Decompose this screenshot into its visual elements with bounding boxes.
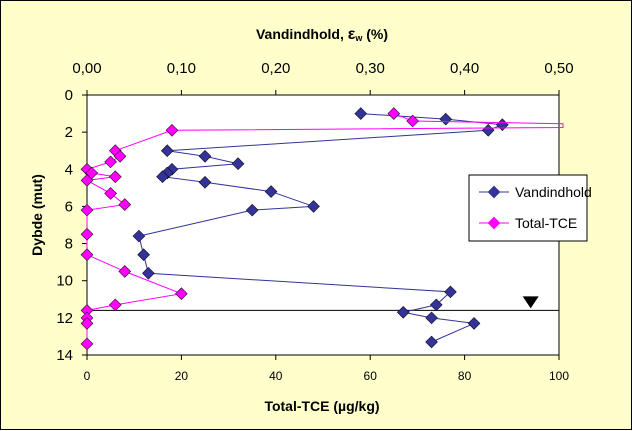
left-tick-label: 6 [65, 198, 73, 215]
left-tick-label: 10 [56, 273, 73, 290]
left-axis: 0 2 4 6 8 10 12 14 [56, 87, 87, 364]
data-point-total-tce [109, 298, 122, 312]
data-point-total-tce [118, 265, 132, 278]
legend-label-total-tce: Total-TCE [515, 215, 577, 231]
left-tick-label: 2 [65, 124, 73, 141]
data-point-vandindhold [307, 200, 320, 213]
left-axis-title: Dybde (mut) [29, 174, 45, 256]
data-point-vandindhold [231, 157, 245, 171]
series-total-tce [80, 107, 564, 351]
data-point-vandindhold [354, 107, 368, 120]
bottom-tick-label: 60 [364, 369, 378, 383]
left-tick-label: 12 [56, 310, 73, 327]
bottom-tick-label: 20 [175, 369, 189, 383]
data-point-total-tce [118, 198, 132, 211]
top-tick-label: 0,30 [356, 60, 385, 77]
bottom-tick-label: 40 [269, 369, 283, 383]
left-tick-label: 0 [65, 87, 73, 104]
legend-marker-vandindhold [487, 185, 501, 199]
data-point-vandindhold [264, 185, 278, 198]
top-tick-label: 0,00 [72, 60, 101, 77]
legend-box [468, 174, 588, 242]
data-point-total-tce [113, 149, 127, 163]
data-point-vandindhold [142, 266, 155, 280]
water-table-marker [522, 296, 539, 309]
data-point-vandindhold [198, 175, 212, 189]
data-point-total-tce [104, 155, 117, 169]
top-tick-label: 0,20 [261, 60, 290, 77]
data-point-vandindhold [425, 335, 438, 349]
data-point-total-tce [80, 337, 94, 351]
data-point-total-tce [80, 203, 94, 217]
data-point-total-tce [109, 170, 122, 184]
left-tick-label: 4 [65, 161, 73, 178]
data-point-vandindhold [467, 317, 481, 330]
bottom-tick-label: 80 [458, 369, 472, 383]
data-point-vandindhold [429, 298, 443, 312]
data-point-total-tce [80, 174, 94, 187]
data-point-total-tce [165, 123, 179, 137]
bottom-axis-title: Total-TCE (µg/kg) [264, 398, 379, 414]
top-tick-label: 0,50 [544, 60, 573, 77]
series-vandindhold [132, 107, 509, 349]
legend: Vandindhold Total-TCE [468, 174, 592, 242]
data-point-vandindhold [481, 123, 495, 137]
top-tick-label: 0,10 [167, 60, 196, 77]
data-point-total-tce [104, 187, 117, 200]
data-point-vandindhold [156, 170, 169, 184]
data-point-total-tce [175, 287, 188, 301]
data-point-total-tce [387, 107, 401, 120]
data-point-total-tce [80, 227, 94, 241]
top-tick-label: 0,40 [450, 60, 479, 77]
data-point-vandindhold [425, 311, 438, 325]
legend-marker-total-tce [487, 216, 501, 230]
legend-label-vandindhold: Vandindhold [515, 184, 592, 200]
data-point-vandindhold [444, 285, 457, 299]
data-point-vandindhold [137, 248, 150, 262]
data-point-total-tce [406, 114, 419, 128]
top-axis-title: Vandindhold, εw (%) [256, 26, 388, 43]
data-point-total-tce [80, 317, 94, 330]
data-point-vandindhold [198, 149, 212, 163]
data-point-total-tce [80, 304, 94, 317]
data-point-vandindhold [160, 144, 174, 158]
bottom-axis: 0 20 40 60 80 100 [84, 355, 569, 383]
data-point-vandindhold [396, 305, 410, 319]
data-point-total-tce [80, 248, 94, 262]
bottom-tick-label: 100 [549, 369, 569, 383]
data-point-vandindhold [132, 229, 146, 243]
left-tick-label: 8 [65, 236, 73, 253]
top-axis: 0,00 0,10 0,20 0,30 0,40 0,50 [72, 60, 574, 95]
left-tick-label: 14 [56, 347, 73, 364]
data-point-vandindhold [245, 203, 259, 217]
bottom-tick-label: 0 [84, 369, 91, 383]
series-layer [80, 107, 564, 351]
